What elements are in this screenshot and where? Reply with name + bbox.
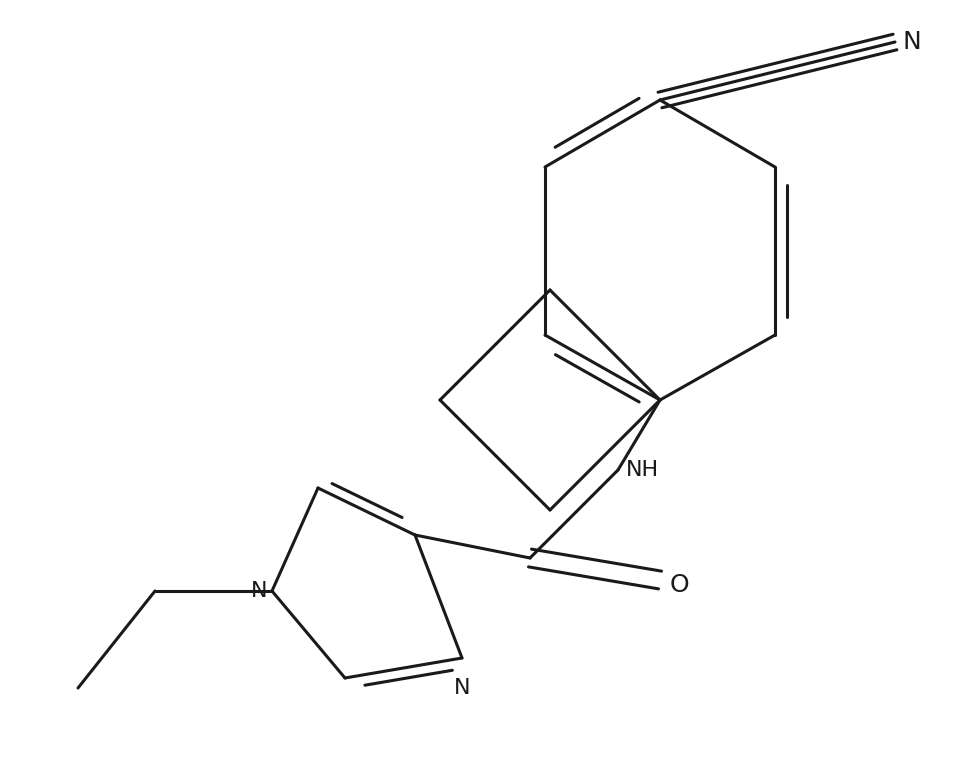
Text: N: N: [453, 678, 470, 698]
Text: N: N: [902, 30, 921, 54]
Text: N: N: [250, 581, 266, 601]
Text: NH: NH: [625, 460, 659, 480]
Text: O: O: [670, 573, 689, 597]
